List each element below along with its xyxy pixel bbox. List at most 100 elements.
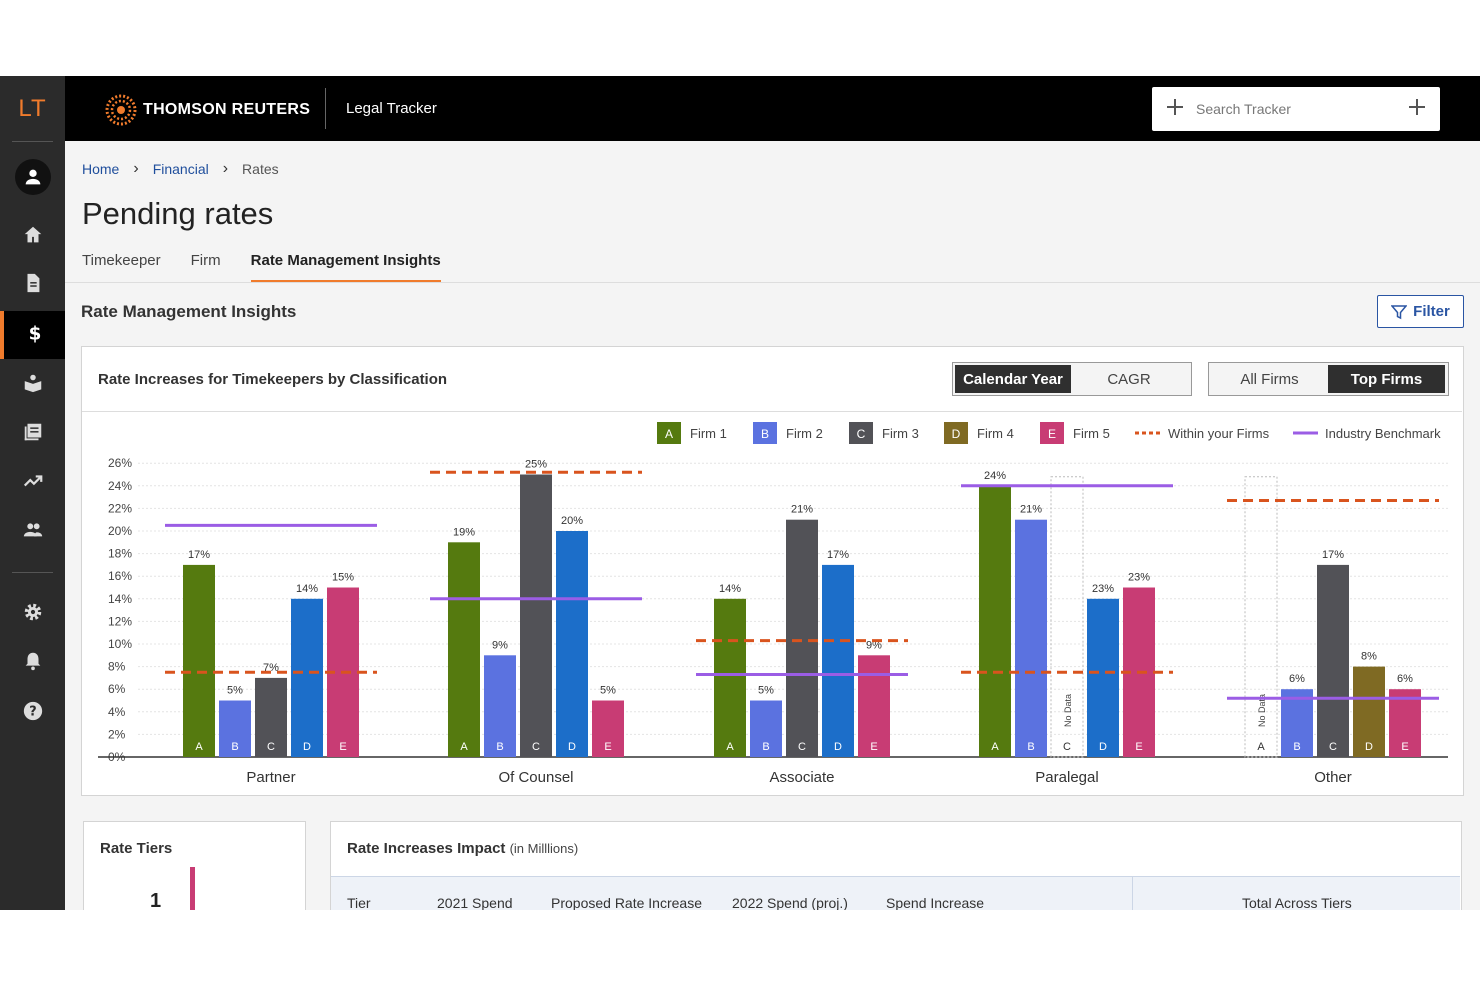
data-label: 17% bbox=[1322, 549, 1344, 561]
rate-tiers-card: Rate Tiers 1 bbox=[83, 821, 306, 910]
search-placeholder: Search Tracker bbox=[1196, 101, 1291, 117]
col-tier[interactable]: Tier bbox=[347, 895, 371, 910]
tab-rate-management-insights[interactable]: Rate Management Insights bbox=[250, 252, 441, 283]
y-tick-label: 24% bbox=[108, 479, 132, 493]
tab-firm[interactable]: Firm bbox=[190, 252, 221, 269]
app-logo[interactable]: LT bbox=[18, 94, 47, 122]
bar-paralegal-b bbox=[1015, 519, 1047, 757]
bar-letter: C bbox=[532, 741, 540, 753]
data-label: 23% bbox=[1092, 583, 1114, 595]
no-data-label: No Data bbox=[1257, 694, 1267, 727]
bar-other-c bbox=[1317, 564, 1349, 757]
svg-text:$: $ bbox=[28, 323, 41, 344]
bar-of-counsel-a bbox=[448, 542, 480, 757]
y-tick-label: 16% bbox=[108, 569, 132, 583]
book-icon bbox=[22, 421, 44, 448]
sidebar-item-help[interactable]: ? bbox=[0, 689, 65, 737]
bar-of-counsel-c bbox=[520, 474, 552, 757]
tab-timekeeper[interactable]: Timekeeper bbox=[82, 252, 161, 269]
y-tick-label: 8% bbox=[108, 660, 126, 674]
sidebar-item-profile[interactable] bbox=[0, 153, 65, 201]
bar-letter: C bbox=[798, 741, 806, 753]
data-label: 23% bbox=[1128, 572, 1150, 584]
data-label: 5% bbox=[600, 685, 616, 697]
data-label: 25% bbox=[525, 459, 547, 471]
toggle-cagr[interactable]: CAGR bbox=[1107, 370, 1151, 388]
bar-letter: E bbox=[870, 741, 877, 753]
header-divider bbox=[65, 282, 1480, 283]
bar-paralegal-a bbox=[979, 485, 1011, 757]
sidebar-item-settings[interactable] bbox=[0, 590, 65, 638]
dollar-icon: $ bbox=[24, 322, 46, 349]
legend-label: Firm 5 bbox=[1073, 426, 1110, 441]
legend-swatch-b bbox=[753, 422, 777, 444]
legend-label: Firm 1 bbox=[690, 426, 727, 441]
no-data-placeholder bbox=[1050, 476, 1084, 758]
bar-associate-a bbox=[714, 598, 746, 757]
legend-label: Within your Firms bbox=[1168, 426, 1270, 441]
y-tick-label: 6% bbox=[108, 682, 126, 696]
sidebar-item-documents[interactable] bbox=[0, 261, 65, 309]
sidebar-item-people[interactable] bbox=[0, 508, 65, 556]
box-icon bbox=[22, 372, 44, 399]
col-total-across-tiers[interactable]: Total Across Tiers bbox=[1242, 895, 1352, 910]
sidebar-item-matters[interactable] bbox=[0, 361, 65, 409]
card-divider bbox=[82, 411, 1462, 412]
toggle-top-firms[interactable]: Top Firms bbox=[1328, 365, 1445, 393]
gear-icon bbox=[22, 601, 44, 628]
data-label: 9% bbox=[492, 639, 508, 651]
col-2021-spend[interactable]: 2021 Spend bbox=[437, 895, 513, 910]
sidebar-item-home[interactable] bbox=[0, 213, 65, 261]
bar-partner-d bbox=[291, 598, 323, 757]
y-tick-label: 20% bbox=[108, 524, 132, 538]
col-2022-spend[interactable]: 2022 Spend (proj.) bbox=[732, 895, 848, 910]
bell-icon bbox=[22, 650, 44, 677]
bar-partner-c bbox=[255, 677, 287, 757]
y-tick-label: 2% bbox=[108, 727, 126, 741]
data-label: 5% bbox=[758, 685, 774, 697]
user-icon bbox=[14, 159, 51, 195]
y-tick-label: 4% bbox=[108, 705, 126, 719]
sidebar-item-library[interactable] bbox=[0, 410, 65, 458]
col-proposed-rate-increase[interactable]: Proposed Rate Increase bbox=[551, 895, 702, 910]
impact-title-text: Rate Increases Impact bbox=[347, 840, 506, 857]
breadcrumb-financial[interactable]: Financial bbox=[152, 161, 209, 177]
col-spend-increase[interactable]: Spend Increase bbox=[886, 895, 985, 910]
legend-label: Firm 4 bbox=[977, 426, 1014, 441]
sidebar-item-financial[interactable]: $ bbox=[0, 311, 65, 359]
add-icon[interactable] bbox=[1408, 98, 1426, 121]
chevron-right-icon: › bbox=[133, 160, 139, 177]
chevron-right-icon: › bbox=[222, 160, 229, 177]
search-tracker-input[interactable]: Search Tracker bbox=[1152, 87, 1440, 131]
impact-title: Rate Increases Impact (in Milllions) bbox=[347, 840, 578, 857]
trend-icon bbox=[22, 470, 44, 497]
bar-letter: D bbox=[1365, 741, 1373, 753]
impact-title-units: (in Milllions) bbox=[509, 841, 579, 856]
bar-letter: C bbox=[1063, 741, 1071, 753]
rate-increases-impact-card: Rate Increases Impact (in Milllions) Tie… bbox=[330, 821, 1462, 910]
y-tick-label: 14% bbox=[108, 592, 132, 606]
legend-swatch-e bbox=[1040, 422, 1064, 444]
data-label: 9% bbox=[866, 639, 882, 651]
breadcrumb-home[interactable]: Home bbox=[82, 161, 120, 177]
bar-letter: A bbox=[195, 741, 203, 753]
bar-of-counsel-e bbox=[592, 700, 624, 757]
toggle-calendar-year[interactable]: Calendar Year bbox=[955, 365, 1071, 393]
bar-letter: B bbox=[231, 741, 238, 753]
category-label: Partner bbox=[246, 769, 295, 786]
sidebar-item-notifications[interactable] bbox=[0, 639, 65, 687]
plus-icon bbox=[1166, 98, 1184, 121]
app-window: LT $ bbox=[0, 76, 1480, 910]
category-label: Associate bbox=[769, 769, 834, 786]
brand-logo[interactable]: THOMSON REUTERS bbox=[105, 94, 310, 126]
section-title: Rate Management Insights bbox=[81, 302, 297, 321]
toggle-all-firms[interactable]: All Firms bbox=[1240, 370, 1299, 388]
sidebar-item-analytics[interactable] bbox=[0, 459, 65, 507]
people-icon bbox=[22, 519, 44, 546]
top-bar: THOMSON REUTERS Legal Tracker Search Tra… bbox=[65, 76, 1480, 141]
filter-label: Filter bbox=[1413, 303, 1450, 320]
help-icon: ? bbox=[22, 700, 44, 727]
filter-button[interactable]: Filter bbox=[1377, 295, 1464, 328]
rate-tier-value: 1 bbox=[150, 890, 162, 910]
bar-other-d bbox=[1353, 666, 1385, 757]
